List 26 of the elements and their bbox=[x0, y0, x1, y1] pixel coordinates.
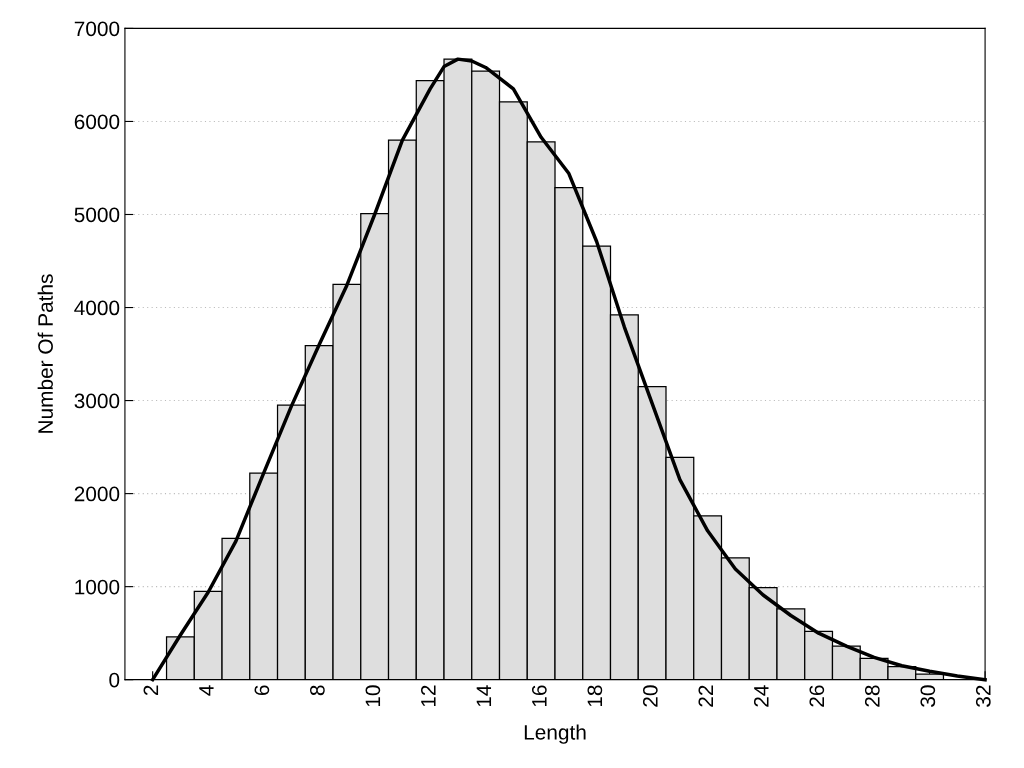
x-tick-label: 24 bbox=[753, 685, 769, 707]
x-tick-label: 16 bbox=[531, 685, 547, 707]
x-tick-label: 4 bbox=[199, 685, 214, 696]
x-tick-label: 32 bbox=[975, 685, 991, 707]
x-axis-title: Length bbox=[524, 724, 586, 744]
y-tick-label: 2000 bbox=[74, 486, 120, 502]
y-tick-label: 0 bbox=[109, 672, 120, 688]
x-tick-label: 6 bbox=[254, 685, 270, 696]
x-tick-label: 14 bbox=[476, 685, 492, 707]
y-tick-label: 1000 bbox=[75, 579, 120, 595]
x-tick-label: 2 bbox=[143, 685, 159, 696]
x-tick-label: 12 bbox=[420, 685, 436, 707]
x-tick-label: 28 bbox=[864, 685, 880, 707]
y-axis-title: Number Of Paths bbox=[37, 274, 53, 433]
y-tick-label: 4000 bbox=[74, 300, 120, 316]
x-tick-label: 30 bbox=[920, 685, 936, 707]
y-tick-label: 6000 bbox=[74, 114, 120, 130]
y-tick-label: 7000 bbox=[74, 21, 120, 37]
x-tick-label: 20 bbox=[642, 685, 658, 707]
x-tick-label: 22 bbox=[698, 685, 713, 707]
x-tick-label: 18 bbox=[587, 685, 603, 707]
y-tick-label: 5000 bbox=[74, 207, 120, 223]
y-tick-label: 3000 bbox=[74, 393, 120, 409]
x-tick-label: 10 bbox=[365, 685, 381, 707]
x-tick-label: 26 bbox=[809, 685, 825, 707]
x-tick-label: 8 bbox=[310, 685, 325, 696]
